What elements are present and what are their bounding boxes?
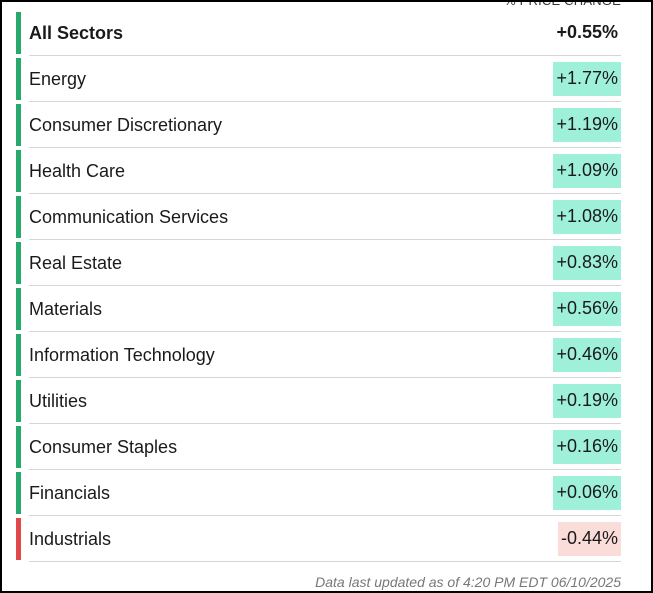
- separator: [29, 147, 621, 148]
- price-change: +1.08%: [553, 200, 621, 234]
- sector-row: Consumer Staples +0.16%: [16, 424, 621, 470]
- indicator: [16, 58, 21, 100]
- indicator: [16, 104, 21, 146]
- column-header: % PRICE CHANGE: [504, 0, 621, 8]
- price-change: +0.06%: [553, 476, 621, 510]
- sector-name: Industrials: [29, 529, 112, 549]
- sector-name: Consumer Discretionary: [29, 115, 223, 135]
- indicator: [16, 334, 21, 376]
- sector-name: Health Care: [29, 161, 126, 181]
- price-change: +0.83%: [553, 246, 621, 280]
- summary-row: All Sectors +0.55%: [16, 10, 621, 56]
- sector-row: Materials +0.56%: [16, 286, 621, 332]
- separator: [29, 55, 621, 56]
- price-change: +0.55%: [556, 22, 618, 42]
- price-change: +0.16%: [553, 430, 621, 464]
- indicator: [16, 472, 21, 514]
- footer-note: Data last updated as of 4:20 PM EDT 06/1…: [315, 574, 621, 590]
- sector-row: Utilities +0.19%: [16, 378, 621, 424]
- separator: [29, 331, 621, 332]
- sector-name: Communication Services: [29, 207, 229, 227]
- price-change: +1.77%: [553, 62, 621, 96]
- sector-row: Energy +1.77%: [16, 56, 621, 102]
- indicator: [16, 12, 21, 54]
- sector-name: Utilities: [29, 391, 88, 411]
- sector-name: Real Estate: [29, 253, 123, 273]
- sector-name: Energy: [29, 69, 87, 89]
- sector-row: Information Technology +0.46%: [16, 332, 621, 378]
- indicator: [16, 242, 21, 284]
- sector-name: All Sectors: [29, 23, 124, 43]
- sector-row: Communication Services +1.08%: [16, 194, 621, 240]
- separator: [29, 193, 621, 194]
- sector-row: Health Care +1.09%: [16, 148, 621, 194]
- sector-row: Industrials -0.44%: [16, 516, 621, 562]
- separator: [29, 423, 621, 424]
- indicator: [16, 380, 21, 422]
- indicator: [16, 426, 21, 468]
- sector-name: Consumer Staples: [29, 437, 178, 457]
- price-change: +0.56%: [553, 292, 621, 326]
- price-change: +0.46%: [553, 338, 621, 372]
- separator: [29, 239, 621, 240]
- price-change: +1.09%: [553, 154, 621, 188]
- sector-name: Information Technology: [29, 345, 215, 365]
- sector-row: Financials +0.06%: [16, 470, 621, 516]
- price-change: -0.44%: [557, 522, 621, 556]
- separator: [29, 561, 621, 562]
- sector-name: Materials: [29, 299, 103, 319]
- separator: [29, 377, 621, 378]
- price-change: +1.19%: [553, 108, 621, 142]
- sector-row: Real Estate +0.83%: [16, 240, 621, 286]
- separator: [29, 469, 621, 470]
- indicator: [16, 150, 21, 192]
- separator: [29, 515, 621, 516]
- separator: [29, 285, 621, 286]
- price-change: +0.19%: [553, 384, 621, 418]
- sector-row: Consumer Discretionary +1.19%: [16, 102, 621, 148]
- indicator: [16, 518, 21, 560]
- separator: [29, 101, 621, 102]
- indicator: [16, 196, 21, 238]
- indicator: [16, 288, 21, 330]
- sector-name: Financials: [29, 483, 111, 503]
